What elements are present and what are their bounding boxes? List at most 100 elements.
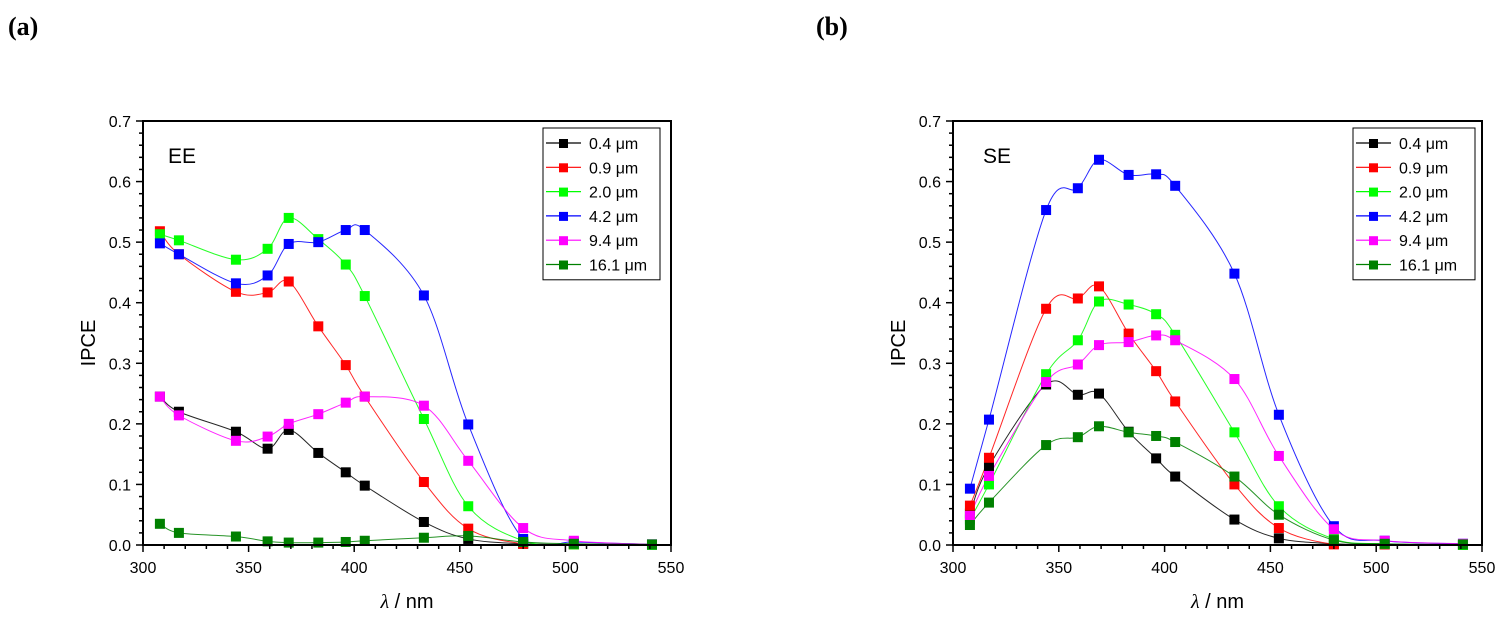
legend-label: 9.4 μm — [589, 233, 638, 250]
legend-item: 0.4 μm — [546, 136, 638, 153]
legend-label: 0.4 μm — [589, 136, 638, 153]
x-tick-label: 350 — [1045, 560, 1072, 577]
y-tick-label: 0.6 — [919, 175, 941, 192]
data-point — [230, 254, 241, 265]
data-point — [230, 435, 241, 446]
chart-panel-b: 300 350 400 450 500 550 0.0 0.1 0.2 0.3 0.4 0.5 0.6 0… — [888, 114, 1495, 613]
data-point — [262, 443, 273, 454]
data-point — [1170, 329, 1181, 340]
inset-label: EE — [168, 145, 196, 168]
data-point — [1379, 538, 1390, 549]
data-point — [1123, 337, 1134, 348]
data-point — [359, 391, 370, 402]
y-tick-label: 0.1 — [109, 477, 131, 494]
data-point — [983, 452, 994, 463]
x-tick-label: 400 — [1151, 560, 1178, 577]
x-tick-label: 450 — [446, 560, 473, 577]
x-tick-label: 550 — [658, 560, 685, 577]
data-point — [463, 455, 474, 466]
data-point — [313, 409, 324, 420]
data-point — [1094, 340, 1105, 351]
plot-frame — [142, 120, 672, 546]
data-point — [1151, 453, 1162, 464]
data-point — [1041, 440, 1052, 451]
data-point — [983, 470, 994, 481]
y-tick-label: 0.0 — [919, 538, 941, 555]
y-tick-label: 0.3 — [109, 356, 131, 373]
legend-label: 4.2 μm — [589, 209, 638, 226]
legend-item: 16.1 μm — [546, 258, 647, 275]
data-point — [1072, 183, 1083, 194]
data-point — [283, 212, 294, 223]
legend-item: 9.4 μm — [546, 233, 638, 250]
x-tick-label: 450 — [1257, 560, 1284, 577]
y-tick-label: 0.4 — [109, 296, 131, 313]
data-point — [568, 538, 579, 549]
data-point — [262, 431, 273, 442]
data-point — [1094, 388, 1105, 399]
data-point — [283, 238, 294, 249]
plot-frame — [952, 120, 1483, 546]
data-point — [518, 523, 529, 534]
series-line-4 — [969, 334, 1463, 545]
data-point — [463, 523, 474, 534]
series-line-0 — [159, 396, 652, 545]
legend: 0.4 μm 0.9 μm 2.0 μm 4.2 μm 9.4 μm 16.1 μm — [1352, 127, 1476, 281]
data-point — [1072, 359, 1083, 370]
data-point — [313, 447, 324, 458]
x-axis-title-symbol: λ — [1190, 591, 1200, 613]
data-point — [283, 276, 294, 287]
data-point — [154, 391, 165, 402]
x-axis-title: λ / nm — [379, 591, 433, 613]
data-point — [418, 400, 429, 411]
data-point — [1229, 471, 1240, 482]
data-point — [1328, 535, 1339, 546]
data-point — [283, 418, 294, 429]
data-point — [1072, 432, 1083, 443]
data-point — [283, 424, 294, 435]
series-markers-0 — [154, 391, 657, 550]
data-point — [1273, 509, 1284, 520]
data-point — [1151, 366, 1162, 377]
panel-label-b: (b) — [816, 12, 848, 41]
data-point — [1072, 389, 1083, 400]
x-tick-label: 550 — [1469, 560, 1496, 577]
data-point — [313, 321, 324, 332]
series-markers-2 — [964, 296, 1468, 550]
legend-label: 0.9 μm — [589, 160, 638, 177]
y-tick-label: 0.7 — [109, 114, 131, 131]
y-tick-label: 0.3 — [919, 356, 941, 373]
data-point — [340, 467, 351, 478]
data-point — [1229, 427, 1240, 438]
x-axis-title-unit: / nm — [389, 591, 433, 613]
legend-label: 0.9 μm — [1399, 160, 1448, 177]
data-point — [418, 414, 429, 425]
data-point — [340, 397, 351, 408]
data-point — [230, 531, 241, 542]
data-point — [230, 286, 241, 297]
data-point — [1123, 299, 1134, 310]
legend-item: 16.1 μm — [1356, 258, 1457, 275]
y-tick-label: 0.5 — [919, 235, 941, 252]
data-point — [1170, 335, 1181, 346]
y-tick-label: 0.6 — [109, 175, 131, 192]
data-point — [340, 259, 351, 270]
x-tick-label: 500 — [1363, 560, 1390, 577]
data-point — [518, 536, 529, 547]
data-point — [313, 237, 324, 248]
legend-item: 0.4 μm — [1356, 136, 1448, 153]
data-point — [262, 287, 273, 298]
data-point — [418, 532, 429, 543]
y-tick-label: 0.7 — [919, 114, 941, 131]
data-point — [1151, 330, 1162, 341]
series-line-1 — [969, 284, 1463, 545]
y-axis-title: IPCE — [888, 320, 910, 367]
data-point — [154, 518, 165, 529]
legend-marker — [1369, 139, 1378, 148]
data-point — [1041, 369, 1052, 380]
legend-item: 9.4 μm — [1356, 233, 1448, 250]
data-point — [463, 501, 474, 512]
data-point — [1273, 501, 1284, 512]
legend-label: 16.1 μm — [589, 258, 647, 275]
